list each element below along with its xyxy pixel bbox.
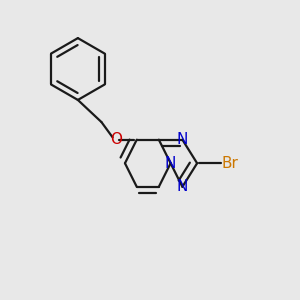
Text: Br: Br bbox=[222, 156, 238, 171]
Text: N: N bbox=[165, 156, 176, 171]
Text: N: N bbox=[177, 179, 188, 194]
Text: O: O bbox=[110, 132, 122, 147]
Text: N: N bbox=[177, 132, 188, 147]
